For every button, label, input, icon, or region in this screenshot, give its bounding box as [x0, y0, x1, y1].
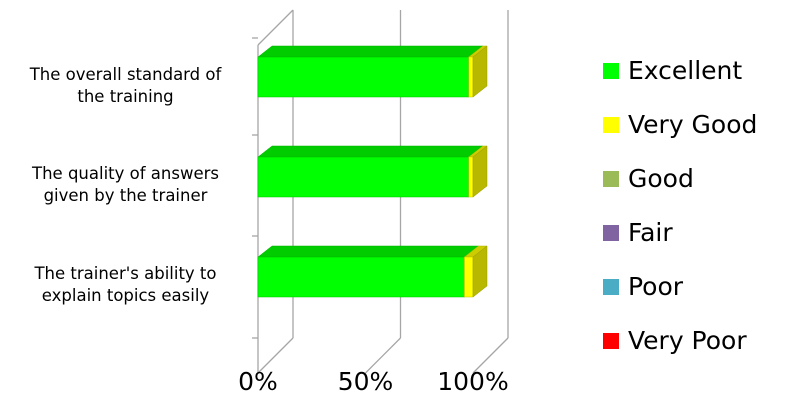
bar-very-good [464, 256, 474, 298]
category-label: The overall standard of the training [8, 64, 243, 108]
legend-label: Very Good [628, 110, 758, 139]
bar-top-excellent [257, 45, 484, 58]
legend-label: Excellent [628, 56, 743, 85]
category-label: The trainer's ability to explain topics e… [8, 263, 243, 307]
floor-gridline [365, 337, 401, 374]
legend-label: Fair [628, 218, 673, 247]
category-label-line: The overall standard of [29, 65, 222, 84]
x-axis-tick-label: 0% [238, 367, 278, 396]
category-label-line: the training [77, 87, 174, 106]
legend-swatch [603, 63, 619, 79]
legend-label: Very Poor [628, 326, 747, 355]
legend-swatch [603, 225, 619, 241]
floor-gridline [472, 337, 509, 374]
bar-excellent [257, 156, 469, 198]
category-label-line: The quality of answers [32, 164, 219, 183]
bar-top-excellent [257, 245, 480, 258]
bar-excellent [257, 56, 469, 98]
legend-label: Poor [628, 272, 684, 301]
category-label-line: The trainer's ability to [34, 264, 217, 283]
bar-top-excellent [257, 145, 484, 158]
x-axis-tick-label: 50% [337, 367, 394, 396]
bar-very-good [468, 56, 474, 98]
category-label: The quality of answers given by the train… [8, 163, 243, 207]
bar-end-face [472, 45, 488, 98]
legend-swatch [603, 117, 619, 133]
side-wall-top-edge [257, 9, 294, 46]
legend-swatch [603, 279, 619, 295]
x-axis-tick-label: 100% [437, 367, 509, 396]
category-label-line: explain topics easily [41, 286, 210, 305]
legend-label: Good [628, 164, 694, 193]
floor-gridline [257, 337, 294, 374]
bar-end-face [472, 145, 488, 198]
bar-excellent [257, 256, 465, 298]
bar-very-good [468, 156, 474, 198]
category-label-line: given by the trainer [43, 186, 208, 205]
legend-swatch [603, 333, 619, 349]
legend-swatch [603, 171, 619, 187]
bar-end-face [472, 245, 488, 298]
